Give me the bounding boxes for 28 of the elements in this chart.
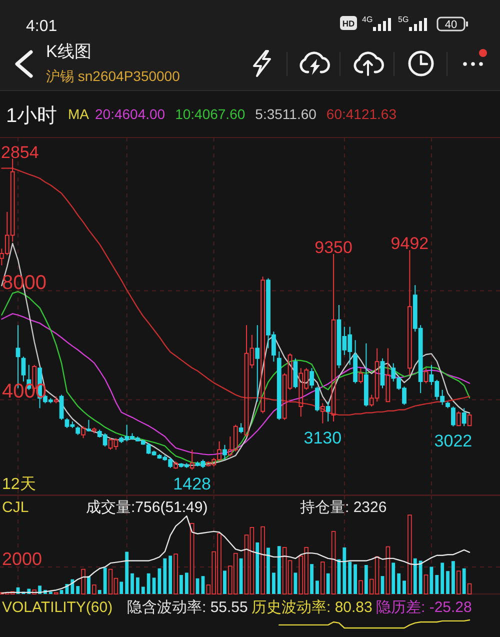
text: 5G (398, 15, 409, 24)
text: 4:01 (26, 18, 58, 35)
text: HD (342, 18, 355, 28)
annotation: 12天 (2, 476, 36, 493)
text: 10:4067.60 (175, 106, 246, 122)
series-label: 历史波动率: 80.83 (252, 599, 372, 616)
legend-label: 隐含波动率: 55.55 (127, 599, 248, 616)
text: 60:4121.63 (326, 106, 397, 122)
annotation: 1428 (173, 474, 212, 494)
annotation: 3130 (304, 428, 342, 448)
text: 40 (444, 19, 458, 31)
text: 1小时 (6, 105, 58, 127)
annotation: 9492 (390, 234, 429, 254)
annotation: 3022 (434, 431, 472, 450)
chart-title: CJL (2, 499, 29, 516)
chart-title: K线图 (46, 42, 92, 61)
y-tick-label: 2000 (2, 549, 42, 570)
text: 持仓量: 2326 (300, 499, 387, 516)
text: 20:4604.00 (95, 106, 166, 122)
legend-label: 隐历差: -25.28 (376, 599, 472, 616)
legend-title: MA (68, 106, 90, 122)
text: 4G (362, 15, 373, 24)
chart-title: VOLATILITY(60) (2, 599, 113, 616)
text: 5:3511.60 (255, 106, 317, 122)
annotation: 9350 (314, 238, 352, 258)
annotation: 2854 (1, 143, 39, 162)
annotation: 成交量:756(51:49) (86, 499, 208, 516)
chart-subtitle: 沪锡 sn2604P350000 (46, 68, 180, 84)
